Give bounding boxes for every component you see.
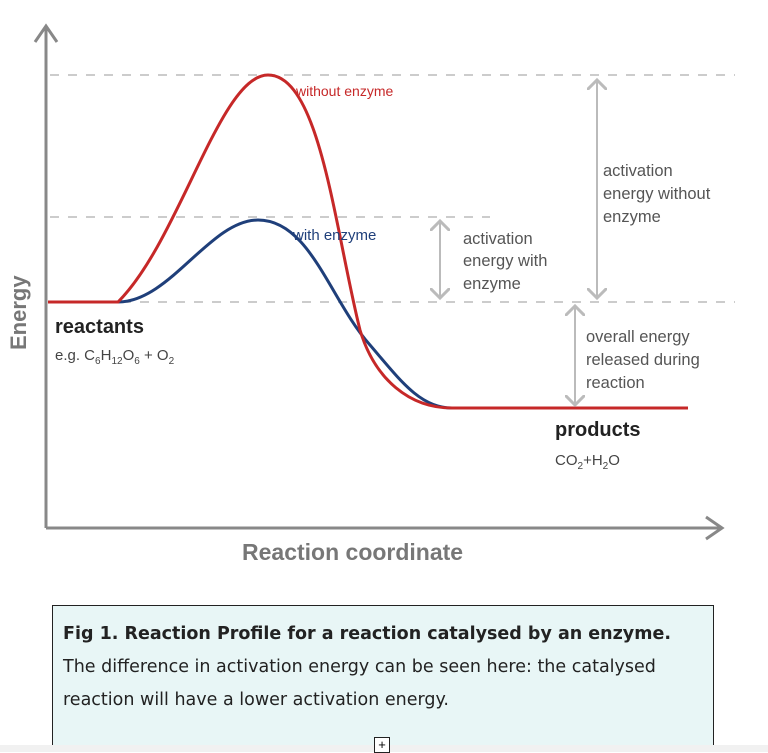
activation-with-label: activation energy with enzyme [463,230,547,293]
label-line: enzyme [603,208,661,226]
without-enzyme-label: without enzyme [295,83,393,99]
products-label: products [555,419,641,441]
reactants-formula: e.g. C6H12O6 + O2 [55,347,175,367]
caption-text: The difference in activation energy can … [63,657,656,710]
label-line: energy without [603,185,711,203]
overall-energy-label: overall energy released during reaction [586,328,700,392]
with-enzyme-label: with enzyme [292,227,376,244]
reactants-label: reactants [55,316,144,338]
products-formula: CO2+H2O [555,452,620,472]
curve-with-enzyme [117,218,688,410]
activation-without-label: activation energy without enzyme [603,162,711,226]
label-line: activation [463,230,533,248]
expand-button[interactable]: + [374,737,390,753]
label-line: activation [603,162,673,180]
curve-without-enzyme [48,73,688,410]
x-axis-label: Reaction coordinate [242,539,463,565]
label-line: enzyme [463,275,521,293]
label-line: released during [586,351,700,369]
x-axis [46,515,725,541]
caption-title: Fig 1. Reaction Profile for a reaction c… [63,624,671,644]
y-axis [33,23,59,528]
figure-caption: Fig 1. Reaction Profile for a reaction c… [52,605,714,747]
y-axis-label: Energy [6,275,31,350]
label-line: overall energy [586,328,690,346]
label-line: energy with [463,252,547,270]
label-line: reaction [586,374,645,392]
